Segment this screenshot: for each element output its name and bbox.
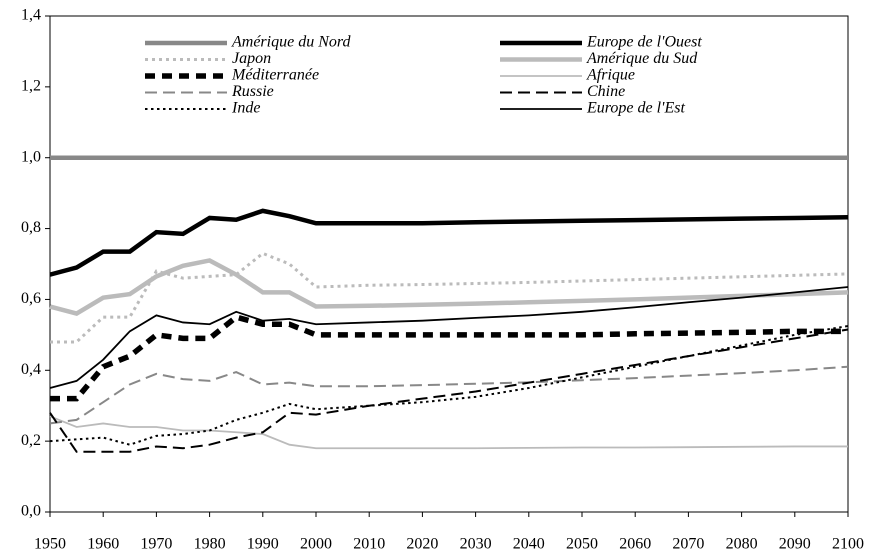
legend-label: Inde (231, 100, 260, 117)
legend-label: Europe de l'Ouest (586, 34, 702, 51)
x-tick-label: 1960 (87, 536, 119, 553)
series-line (50, 314, 848, 402)
legend-label: Japon (232, 50, 271, 67)
y-tick-label: 0,6 (21, 290, 41, 307)
x-tick-label: 2030 (460, 536, 492, 553)
series-line (49, 328, 849, 453)
x-tick-label: 2080 (726, 536, 758, 553)
series-line (49, 258, 849, 317)
y-tick-label: 1,2 (21, 78, 41, 95)
y-tick-label: 0,2 (21, 432, 41, 449)
legend-label: Méditerranée (231, 67, 319, 84)
x-tick-label: 2060 (619, 536, 651, 553)
legend-label: Afrique (586, 67, 635, 84)
y-tick-label: 1,0 (21, 148, 41, 165)
series-line (49, 286, 849, 389)
legend-label: Russie (231, 83, 274, 100)
x-tick-label: 1950 (34, 536, 66, 553)
y-tick-label: 1,4 (21, 7, 41, 24)
x-tick-label: 2050 (566, 536, 598, 553)
x-tick-label: 2070 (672, 536, 704, 553)
x-tick-label: 2000 (300, 536, 332, 553)
legend-label: Amérique du Nord (231, 34, 352, 51)
plot-frame (49, 15, 849, 513)
series-line (50, 251, 849, 344)
x-tick-label: 2020 (406, 536, 438, 553)
legend-label: Chine (587, 83, 625, 100)
legend-label: Europe de l'Est (586, 100, 685, 117)
x-tick-label: 1990 (247, 536, 279, 553)
series-line (49, 208, 849, 277)
x-tick-label: 1970 (140, 536, 172, 553)
x-tick-label: 2090 (779, 536, 811, 553)
x-tick-label: 2010 (353, 536, 385, 553)
series-line (49, 415, 848, 450)
x-tick-label: 2040 (513, 536, 545, 553)
y-tick-label: 0,8 (21, 219, 41, 236)
series-line (49, 365, 849, 425)
series-line (49, 325, 849, 446)
y-tick-label: 0,0 (21, 503, 41, 520)
legend-label: Amérique du Sud (586, 50, 698, 67)
x-tick-label: 2100 (832, 536, 864, 553)
y-tick-label: 0,4 (21, 361, 41, 378)
x-tick-label: 1980 (194, 536, 226, 553)
